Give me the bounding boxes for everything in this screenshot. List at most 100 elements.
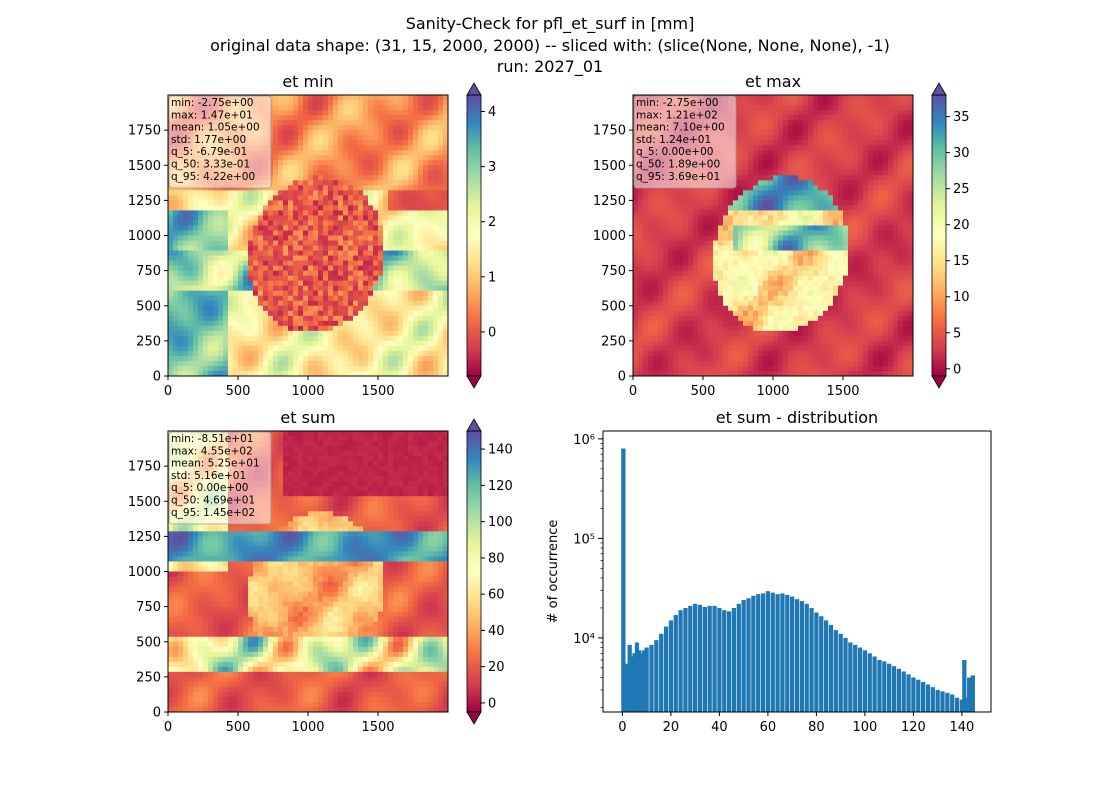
- histogram-bar: [683, 607, 688, 712]
- y-tick-label: 1750: [128, 460, 161, 475]
- colorbar-extend-max: [466, 418, 482, 432]
- x-tick-label: 1000: [756, 384, 789, 399]
- colorbar-tick-label: 10: [953, 290, 970, 305]
- histogram-bar: [659, 633, 664, 712]
- x-tick-label: 500: [226, 720, 251, 735]
- y-tick-label: 1500: [128, 159, 161, 174]
- histogram-bar: [916, 679, 921, 712]
- histogram-bar: [756, 594, 761, 712]
- histogram-bar: [765, 591, 771, 712]
- histogram-title: et sum - distribution: [716, 408, 878, 427]
- x-tick-label: 0: [164, 384, 172, 399]
- histogram-bar: [673, 614, 678, 712]
- stats-line: q_5: 0.00e+00: [636, 146, 713, 158]
- histogram-bar: [891, 666, 897, 712]
- histogram-bar: [644, 647, 649, 712]
- histogram-bar: [799, 600, 804, 712]
- histogram-bar: [925, 684, 931, 712]
- histogram-bar: [935, 689, 940, 712]
- histogram-bar: [857, 647, 863, 712]
- histogram-bar: [887, 663, 892, 712]
- stats-line: mean: 5.25e+01: [171, 458, 260, 470]
- colorbar-extend-max: [466, 82, 482, 96]
- x-tick-label: 1500: [361, 720, 394, 735]
- heatmap-image: [633, 95, 914, 377]
- histogram-bar: [819, 616, 824, 712]
- y-tick-label: 1000: [128, 229, 161, 244]
- colorbar-gradient: [467, 431, 481, 712]
- colorbar-tick-label: 120: [488, 479, 513, 494]
- y-tick-label: 750: [136, 264, 161, 279]
- histogram-bar: [962, 659, 967, 712]
- colorbar-frame: [931, 94, 947, 377]
- histogram-bar: [867, 653, 872, 712]
- histogram-bar: [780, 593, 785, 712]
- stats-line: q_50: 4.69e+01: [171, 495, 255, 507]
- y-tick-label: 1500: [593, 159, 626, 174]
- histogram-bar: [804, 603, 809, 712]
- histogram-bar: [702, 606, 707, 712]
- y-tick-label: 250: [136, 334, 161, 349]
- stats-line: mean: 7.10e+00: [636, 122, 725, 134]
- y-tick-label: 1250: [593, 194, 626, 209]
- colorbar-gradient: [467, 95, 481, 376]
- histogram-axes-frame: [602, 430, 992, 713]
- histogram-bar: [678, 610, 683, 712]
- histogram-bar: [722, 610, 727, 712]
- stats-line: q_95: 1.45e+02: [171, 507, 255, 519]
- heatmap-image: [168, 431, 449, 713]
- colorbar-tick-label: 60: [488, 588, 505, 603]
- histogram-bar: [668, 620, 674, 712]
- histogram-bar: [833, 630, 838, 712]
- stats-line: min: -2.75e+00: [171, 97, 253, 109]
- stats-box: [168, 95, 272, 189]
- histogram-bar: [843, 637, 848, 712]
- histogram-ylabel: # of occurrence: [546, 520, 561, 624]
- x-tick-label: 0: [618, 720, 626, 735]
- histogram-bar: [862, 650, 868, 712]
- histogram-bar: [746, 598, 751, 712]
- histogram-bar: [901, 671, 906, 712]
- heatmap-title: et sum: [280, 408, 335, 427]
- y-tick-label: 1250: [128, 194, 161, 209]
- heatmap-title: et max: [745, 72, 801, 91]
- y-tick-label: 750: [601, 264, 626, 279]
- colorbar-tick-label: 0: [488, 325, 496, 340]
- y-tick-label: 1250: [128, 530, 161, 545]
- stats-line: q_5: 0.00e+00: [171, 482, 248, 494]
- x-tick-label: 1500: [361, 384, 394, 399]
- y-tick-label: 10⁶: [573, 433, 595, 448]
- histogram-bar: [622, 677, 627, 712]
- histogram-bar: [945, 692, 950, 712]
- stats-line: min: -8.51e+01: [171, 433, 253, 445]
- histogram-bar: [882, 661, 887, 712]
- histogram-bar: [627, 644, 632, 712]
- histogram-bar: [967, 677, 972, 712]
- colorbar-extend-min: [931, 375, 947, 389]
- x-tick-label: 100: [852, 720, 877, 735]
- histogram-bar: [751, 595, 756, 712]
- histogram-bar: [872, 656, 877, 712]
- histogram-bar: [736, 603, 741, 712]
- histogram-bar: [896, 668, 901, 712]
- x-tick-label: 0: [629, 384, 637, 399]
- colorbar-extend-min: [466, 711, 482, 725]
- histogram-bar: [726, 611, 732, 712]
- histogram-bar: [954, 697, 960, 712]
- histogram-bar: [877, 659, 882, 712]
- histogram-bar: [707, 605, 712, 712]
- histogram-bar: [649, 644, 654, 712]
- colorbar-tick-label: 30: [953, 146, 970, 161]
- histogram-bar: [964, 697, 969, 712]
- histogram-bar: [621, 448, 626, 712]
- colorbar-tick-label: 40: [488, 624, 505, 639]
- stats-line: q_95: 4.22e+00: [171, 171, 255, 183]
- heatmap-title: et min: [282, 72, 333, 91]
- y-tick-label: 1750: [128, 124, 161, 139]
- histogram-bar: [814, 612, 819, 712]
- stats-line: q_50: 1.89e+00: [636, 159, 720, 171]
- x-tick-label: 60: [760, 720, 777, 735]
- colorbar-tick-label: 80: [488, 551, 505, 566]
- y-tick-label: 500: [136, 635, 161, 650]
